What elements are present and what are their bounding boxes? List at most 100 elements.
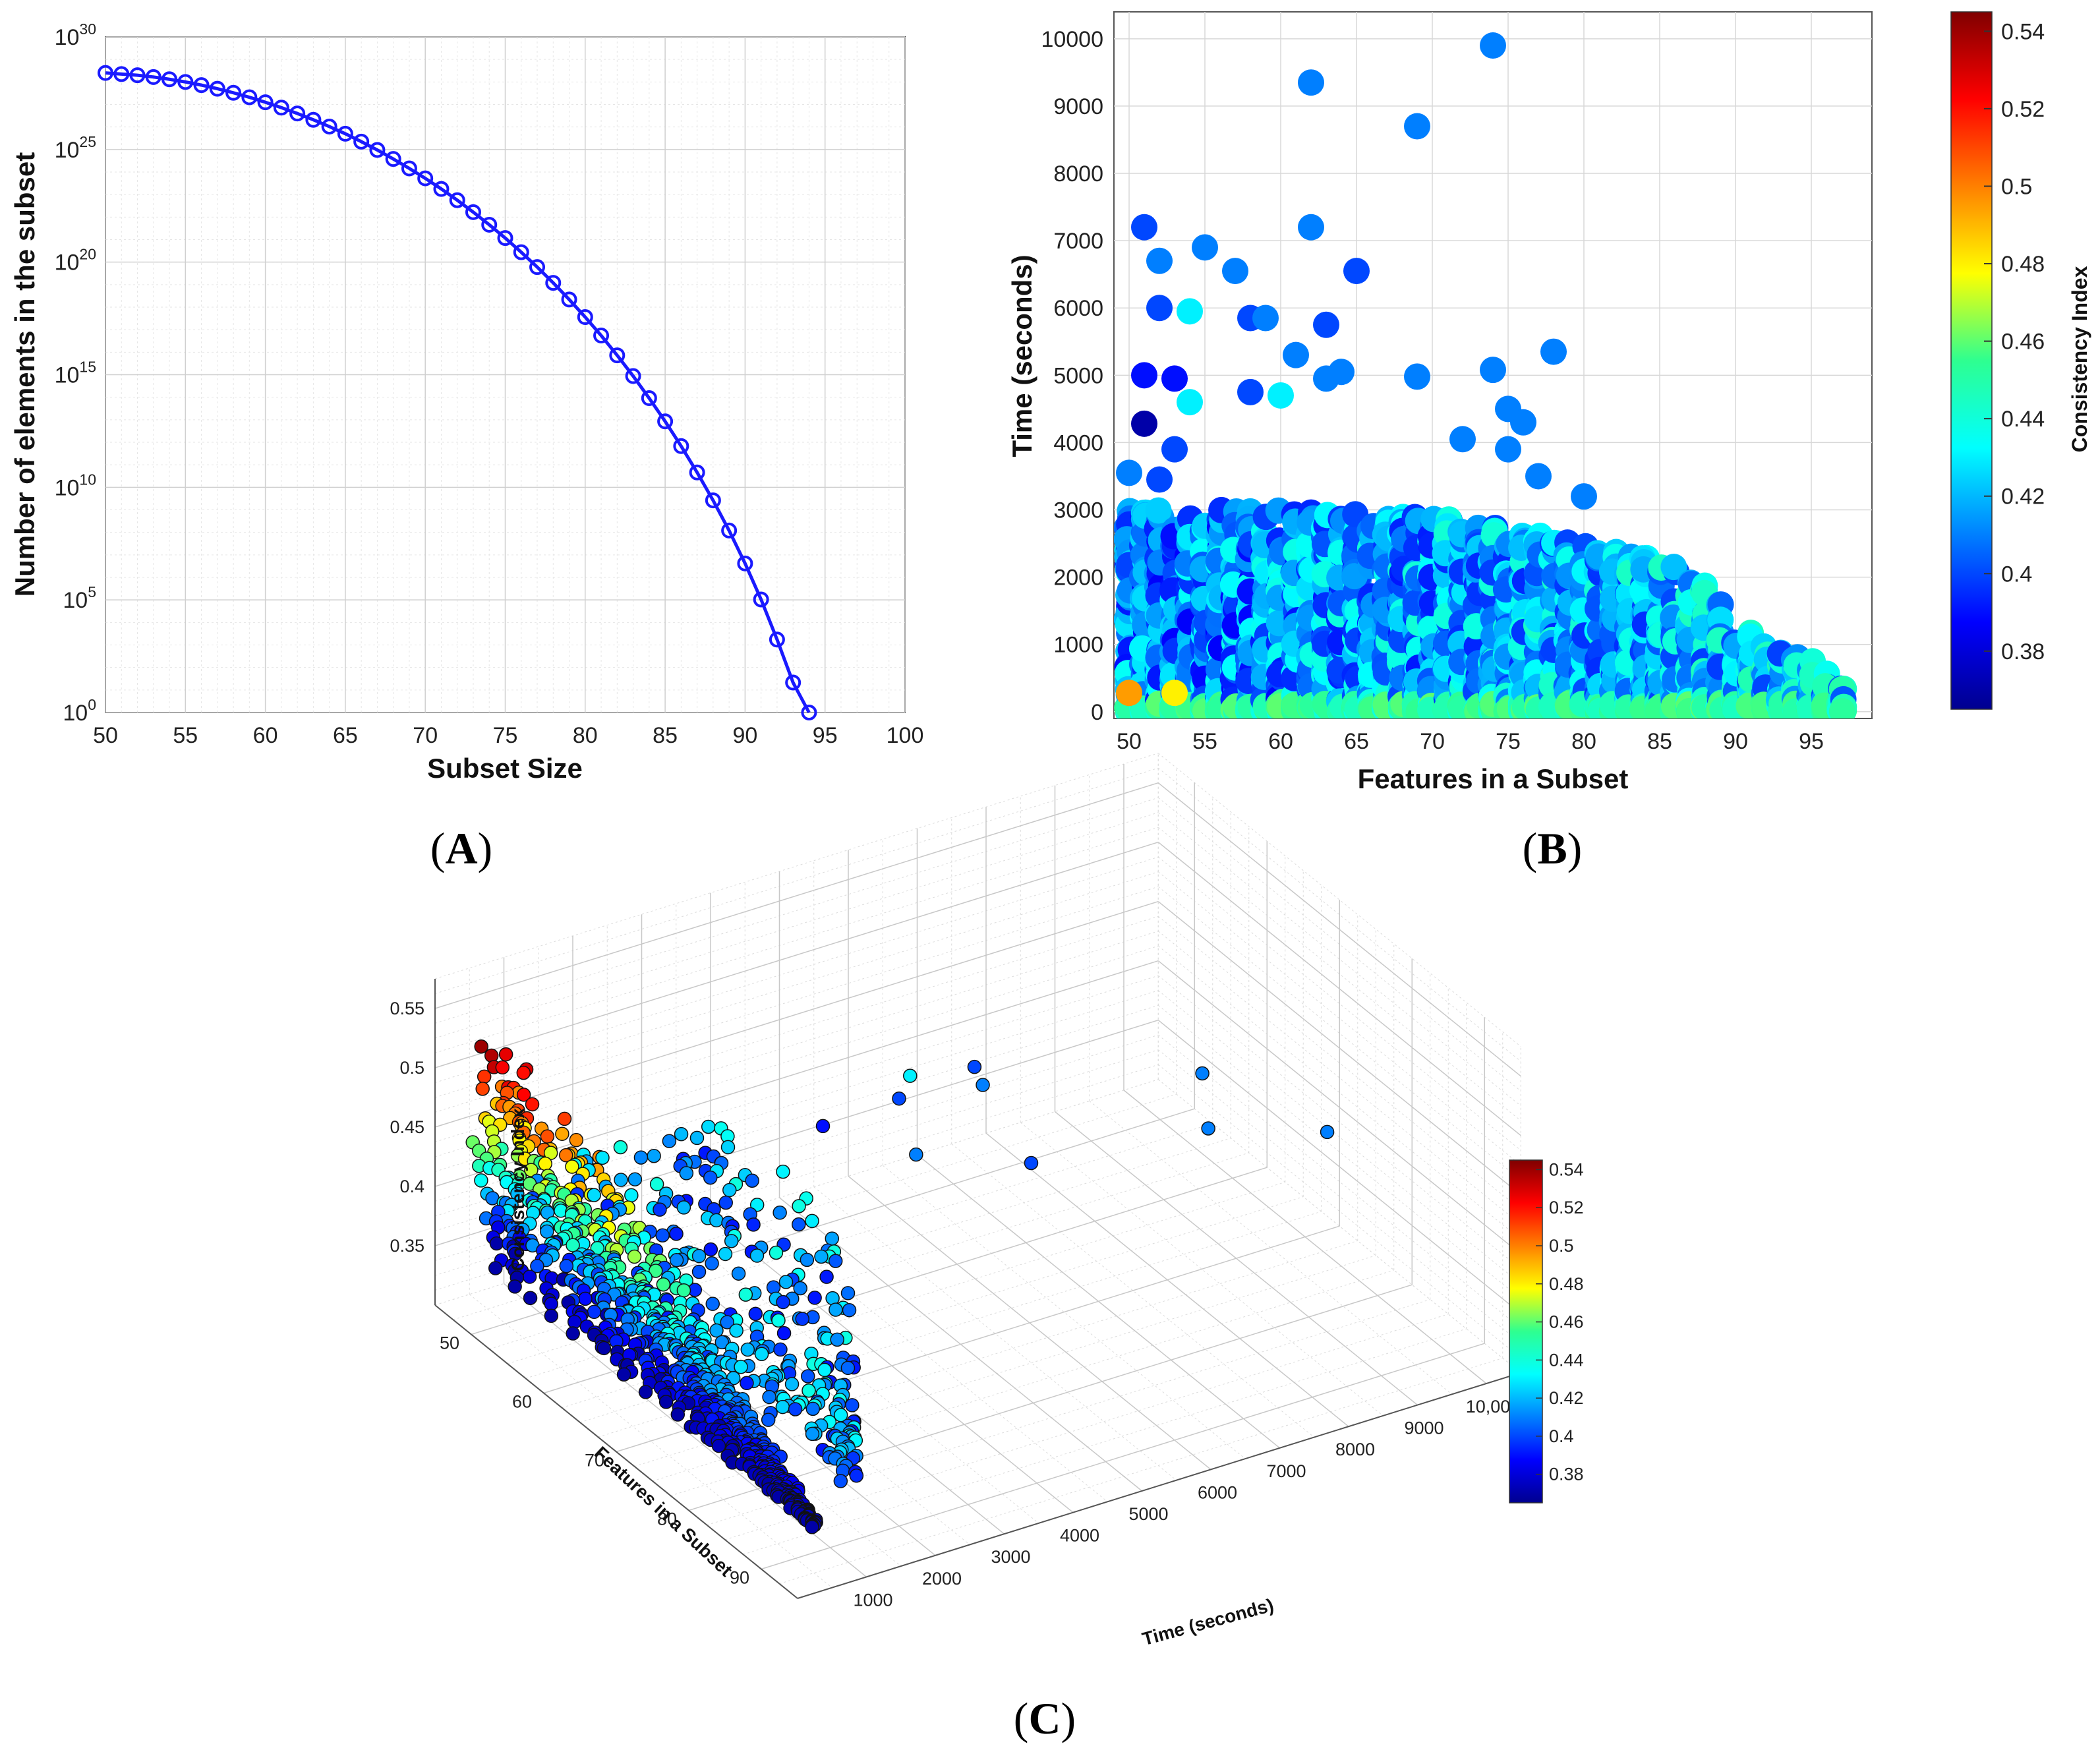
chart-a-data-point: [369, 142, 386, 158]
chart-b-data-point: [1495, 436, 1521, 463]
chart-a-data-point: [513, 244, 529, 260]
chart-a-data-point: [561, 291, 577, 308]
chart-c-wall-gridline: [434, 871, 1159, 1098]
chart-c-data-point: [771, 1313, 786, 1328]
chart-c-data-point: [792, 1217, 806, 1232]
chart-c-data-point: [801, 1369, 815, 1384]
chart-c-z-tick-label: 0.35: [390, 1236, 424, 1256]
chart-c-data-point: [776, 1164, 790, 1179]
chart-c-data-point: [540, 1224, 554, 1239]
chart-c-wall-gridline: [434, 812, 1159, 1039]
chart-b-data-point: [1525, 463, 1552, 490]
chart-c-data-point: [776, 1326, 792, 1341]
chart-b-x-tick-label: 75: [1496, 729, 1521, 754]
chart-b-data-point: [1298, 69, 1324, 96]
chart-c-colorbar-tick-label: 0.54: [1549, 1159, 1584, 1179]
chart-c-wall-gridline: [434, 827, 1159, 1053]
chart-c-x-tick-label: 4000: [1060, 1526, 1099, 1546]
chart-a-data-point: [113, 66, 130, 82]
chart-a-data-point: [417, 170, 434, 187]
chart-b-data-point: [1146, 247, 1173, 274]
chart-c-data-point: [815, 1119, 831, 1134]
chart-c-data-point: [1320, 1124, 1335, 1140]
chart-c-x-axis-title: Time (seconds): [1140, 1594, 1276, 1649]
chart-c-data-point: [662, 1134, 677, 1148]
chart-c-z-tick-label: 0.55: [390, 999, 424, 1018]
chart-c-data-point: [679, 1166, 694, 1181]
chart-c-data-point: [567, 1314, 582, 1329]
chart-a-data-point: [161, 71, 178, 88]
chart-c-data-point: [474, 1039, 488, 1054]
chart-c-data-point: [544, 1297, 558, 1311]
chart-c-data-point: [676, 1200, 691, 1215]
chart-c-data-point: [538, 1156, 552, 1171]
chart-b-data-point: [1116, 459, 1142, 486]
chart-b-x-tick-label: 80: [1571, 729, 1596, 754]
chart-b-data-point: [1571, 483, 1597, 510]
chart-c-data-point: [718, 1246, 733, 1262]
chart-c-data-point: [669, 1253, 684, 1268]
chart-c-data-point: [734, 1360, 748, 1374]
chart-c-data-point: [778, 1275, 794, 1289]
chart-c-data-point: [738, 1287, 753, 1302]
chart-c-data-point: [638, 1385, 653, 1399]
chart-c-colorbar-tick-label: 0.4: [1549, 1426, 1574, 1446]
chart-b-y-tick-label: 4000: [1053, 430, 1103, 455]
chart-b-data-point: [1480, 357, 1506, 384]
chart-b-y-tick-label: 2000: [1053, 566, 1103, 591]
chart-a-y-tick-label: 100: [63, 696, 96, 726]
chart-c-data-point: [802, 1383, 816, 1398]
chart-a-data-point: [481, 216, 498, 233]
chart-a-x-axis-title: Subset Size: [427, 753, 583, 784]
chart-a-data-point: [641, 390, 657, 407]
chart-c-wall-gridline: [434, 797, 1159, 1024]
chart-c-data-point: [676, 1283, 691, 1298]
chart-b: 50 55 60 65 70 75 80 85 90 95 0 1000 2000 3000 4000 500…: [1006, 11, 2091, 873]
chart-a-x-tick-label: 100: [887, 723, 924, 748]
chart-c-data-point: [805, 1520, 819, 1534]
chart-c-axis-line: [797, 1372, 1521, 1599]
chart-a-x-tick-label: 50: [93, 723, 118, 748]
chart-c-data-point: [709, 1213, 724, 1228]
chart-b-data-point: [1161, 436, 1188, 463]
chart-c-data-point: [805, 1213, 819, 1229]
chart-c-data-point: [731, 1266, 746, 1281]
chart-b-data-point: [1828, 698, 1855, 718]
chart-c-data-point: [658, 1395, 674, 1409]
chart-c-z-axis-title: Consistency Index: [508, 1108, 528, 1271]
chart-a-data-point: [193, 77, 210, 94]
chart-a-data-point: [497, 230, 513, 247]
chart-c-data-point: [840, 1360, 856, 1376]
chart-a-x-tick-label: 65: [333, 723, 358, 748]
chart-a-data-point: [609, 347, 626, 364]
chart-a-x-tick-label: 95: [813, 723, 838, 748]
chart-a-data-point: [241, 89, 258, 105]
chart-a-data-point: [689, 464, 705, 481]
chart-c-data-point: [1201, 1121, 1215, 1136]
chart-c-data-point: [788, 1402, 803, 1416]
chart-b-colorbar-tick-label: 0.44: [2001, 407, 2045, 432]
chart-c-data-point: [769, 1245, 784, 1260]
chart-c-wall-gridline: [434, 886, 1159, 1113]
chart-c-data-point: [647, 1148, 661, 1163]
chart-c-data-point: [773, 1206, 787, 1220]
chart-c-gridline: [434, 900, 1159, 1128]
chart-b-y-tick-label: 10000: [1041, 27, 1103, 52]
chart-c-gridline: [434, 841, 1159, 1068]
chart-a-x-tick-label: 55: [173, 723, 198, 748]
panel-label-a: (A): [430, 823, 492, 873]
chart-a-data-point: [433, 181, 450, 197]
chart-c: 10002000300040005000600070008000900010,0…: [390, 753, 1584, 1743]
chart-c-x-tick-label: 1000: [853, 1590, 892, 1610]
chart-c-colorbar-tick-label: 0.38: [1549, 1465, 1584, 1484]
chart-a-y-tick-label: 1030: [55, 20, 96, 50]
chart-b-data-point: [1131, 410, 1157, 437]
chart-b-y-tick-label: 5000: [1053, 363, 1103, 388]
chart-c-data-point: [655, 1228, 670, 1242]
chart-b-data-point: [1177, 298, 1203, 325]
chart-b-data-point: [1192, 234, 1218, 261]
chart-c-wall-gridline: [434, 856, 1159, 1083]
chart-b-data-point: [1268, 382, 1294, 409]
chart-b-y-tick-label: 1000: [1053, 633, 1103, 658]
